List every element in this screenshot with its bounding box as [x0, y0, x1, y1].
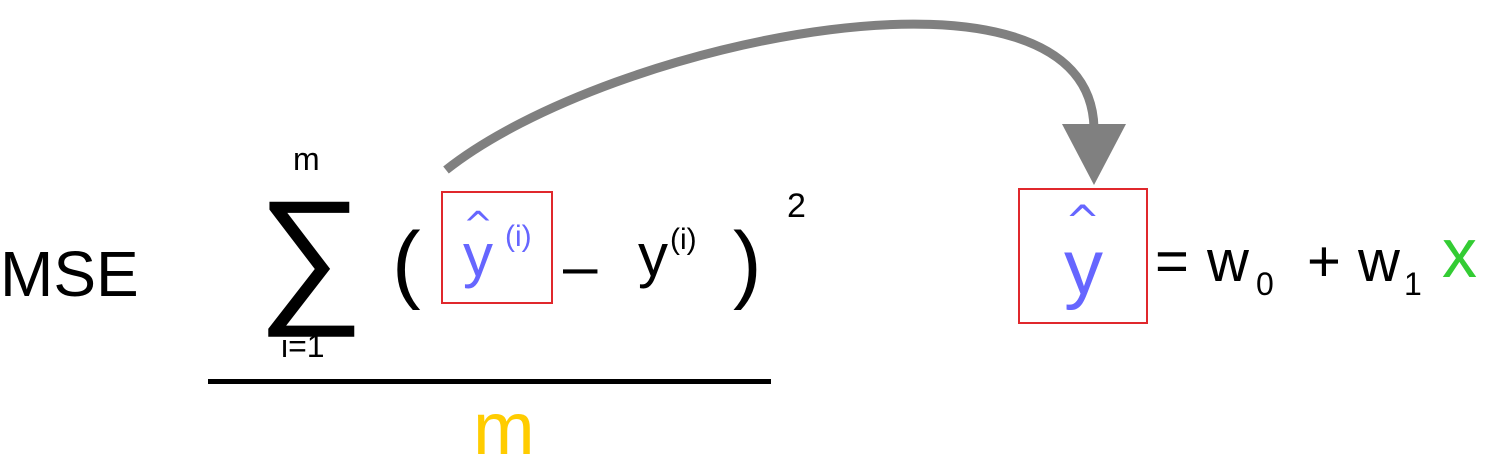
sum-upper-limit: m [293, 141, 320, 177]
model-output-symbol: y [1064, 223, 1103, 311]
loss-name: MSE [0, 238, 139, 310]
model-output-hat: ^ [1065, 196, 1101, 245]
summation-symbol: ∑ [257, 169, 364, 337]
sum-lower-limit: i=1 [281, 328, 325, 364]
weight-zero: w [1207, 229, 1249, 294]
predicted-hat: ^ [463, 205, 494, 246]
predicted-term-highlight [441, 191, 553, 304]
plus-sign: + [1307, 229, 1341, 294]
fraction-bar [208, 379, 771, 384]
minus-sign: – [563, 232, 598, 301]
arrow-curve [443, 19, 1099, 174]
substitution-arrow [443, 19, 1126, 185]
exponent: 2 [787, 187, 806, 225]
weight-one: w [1358, 229, 1400, 294]
arrow-head [1062, 124, 1126, 185]
weight-one-subscript: 1 [1404, 266, 1422, 302]
predicted-symbol: y [463, 222, 493, 289]
predicted-superscript: (i) [505, 220, 532, 253]
equals-sign: = [1155, 229, 1189, 294]
open-parenthesis: ( [392, 215, 421, 311]
close-parenthesis: ) [733, 215, 762, 311]
denominator: m [473, 387, 535, 470]
weight-zero-subscript: 0 [1256, 266, 1274, 302]
observed-symbol: y [638, 222, 668, 289]
model-output-highlight [1018, 188, 1148, 324]
observed-superscript: (i) [670, 223, 697, 256]
input-variable: x [1442, 214, 1477, 292]
